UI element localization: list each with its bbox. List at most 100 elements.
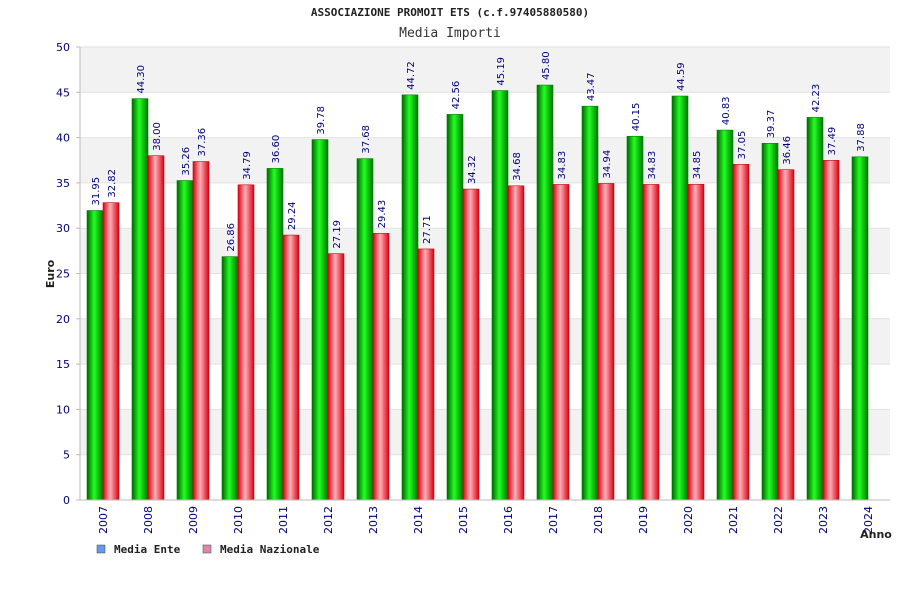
data-label-media-nazionale: 34.32 [467, 155, 478, 184]
legend-label-media-nazionale: Media Nazionale [220, 543, 320, 556]
data-label-media-nazionale: 34.83 [557, 151, 568, 180]
chart-subtitle: Media Importi [399, 26, 501, 41]
x-tick-label: 2018 [592, 506, 605, 534]
data-label-media-nazionale: 34.85 [692, 151, 703, 180]
x-tick-label: 2023 [817, 506, 830, 534]
plot-band [80, 318, 890, 365]
data-label-media-nazionale: 29.43 [377, 200, 388, 229]
y-tick-label: 20 [56, 313, 70, 326]
x-tick-label: 2016 [502, 506, 515, 534]
x-axis-ticks: 2007 2008 2009 2010 2011 2012 2013 2014 2015 2016… [97, 506, 875, 534]
x-tick-label: 2012 [322, 506, 335, 534]
plot-band [80, 409, 890, 455]
bar-media-ente [311, 139, 329, 501]
data-label-media-nazionale: 37.05 [737, 131, 748, 160]
data-label-media-ente: 40.15 [631, 103, 642, 132]
data-label-media-ente: 44.72 [406, 61, 417, 90]
x-tick-label: 2015 [457, 506, 470, 534]
plot-band [80, 47, 890, 93]
y-tick-label: 35 [56, 177, 70, 190]
x-tick-label: 2024 [862, 506, 875, 534]
y-axis-label: Euro [44, 259, 57, 288]
x-tick-label: 2011 [277, 506, 290, 534]
bar-media-ente [446, 114, 464, 501]
data-label-media-ente: 45.19 [496, 57, 507, 86]
bar-media-nazionale [552, 184, 570, 501]
legend-swatch-media-nazionale [202, 544, 212, 554]
x-tick-label: 2009 [187, 506, 200, 534]
y-axis-ticks: 0 5 10 15 20 25 30 35 40 45 50 [56, 41, 80, 507]
y-tick-label: 25 [56, 268, 70, 281]
bar-media-nazionale [417, 248, 435, 501]
bar-media-nazionale [282, 234, 300, 501]
bar-media-ente [401, 94, 419, 501]
x-tick-label: 2008 [142, 506, 155, 534]
bar-media-ente [536, 84, 554, 501]
bar-media-ente [581, 105, 599, 501]
data-label-media-ente: 31.95 [91, 177, 102, 206]
bar-media-nazionale [597, 183, 615, 501]
plot-band [80, 182, 890, 229]
bar-media-ente [356, 158, 374, 501]
data-label-media-nazionale: 37.49 [827, 127, 838, 156]
data-label-media-ente: 45.80 [541, 51, 552, 80]
bar-media-nazionale [327, 253, 345, 501]
data-label-media-ente: 42.23 [811, 84, 822, 113]
data-label-media-ente: 37.88 [856, 123, 867, 152]
x-tick-label: 2014 [412, 506, 425, 534]
plot-background [80, 47, 890, 500]
bar-media-ente [806, 117, 824, 501]
data-label-media-ente: 35.26 [181, 147, 192, 176]
y-tick-label: 50 [56, 41, 70, 54]
y-tick-label: 40 [56, 132, 70, 145]
data-label-media-ente: 39.78 [316, 106, 327, 135]
x-tick-label: 2021 [727, 506, 740, 534]
bar-media-ente [716, 129, 734, 501]
x-tick-label: 2007 [97, 506, 110, 534]
y-tick-label: 15 [56, 358, 70, 371]
bar-media-nazionale [237, 184, 255, 501]
x-tick-label: 2022 [772, 506, 785, 534]
bar-media-ente [671, 95, 689, 501]
chart-title: ASSOCIAZIONE PROMOIT ETS (c.f.9740588058… [311, 6, 589, 19]
bar-media-nazionale [507, 185, 525, 501]
x-tick-label: 2013 [367, 506, 380, 534]
plot-band [80, 454, 890, 500]
data-label-media-nazionale: 27.19 [332, 220, 343, 249]
x-tick-label: 2020 [682, 506, 695, 534]
data-label-media-ente: 36.60 [271, 135, 282, 164]
y-tick-label: 5 [63, 449, 70, 462]
data-labels: 31.95 32.82 44.30 38.00 35.26 37.36 26.86 34.79… [91, 51, 867, 251]
bar-media-ente [761, 143, 779, 501]
bar-media-nazionale [102, 202, 120, 501]
bar-media-ente [266, 168, 284, 501]
data-label-media-ente: 42.56 [451, 81, 462, 110]
bar-media-ente [86, 210, 104, 501]
data-label-media-ente: 37.68 [361, 125, 372, 154]
bar-media-nazionale [462, 188, 480, 501]
data-label-media-ente: 39.37 [766, 110, 777, 139]
plot-band [80, 273, 890, 319]
x-tick-label: 2017 [547, 506, 560, 534]
bar-media-nazionale [777, 169, 795, 501]
x-axis-label: Anno [860, 528, 892, 541]
y-tick-label: 45 [56, 86, 70, 99]
data-label-media-nazionale: 34.68 [512, 152, 523, 181]
x-tick-label: 2019 [637, 506, 650, 534]
data-label-media-nazionale: 32.82 [107, 169, 118, 198]
plot-band [80, 137, 890, 183]
legend: Media Ente Media Nazionale [96, 543, 320, 556]
plot-band [80, 364, 890, 410]
bar-media-nazionale [732, 164, 750, 501]
bar-media-ente [131, 98, 149, 501]
data-label-media-nazionale: 27.71 [422, 215, 433, 244]
bar-media-ente [221, 256, 239, 501]
y-tick-label: 10 [56, 403, 70, 416]
legend-label-media-ente: Media Ente [114, 543, 181, 556]
data-label-media-nazionale: 34.79 [242, 151, 253, 180]
bar-media-nazionale [822, 160, 840, 501]
data-label-media-ente: 43.47 [586, 73, 597, 102]
y-tick-label: 30 [56, 222, 70, 235]
x-tick-label: 2010 [232, 506, 245, 534]
